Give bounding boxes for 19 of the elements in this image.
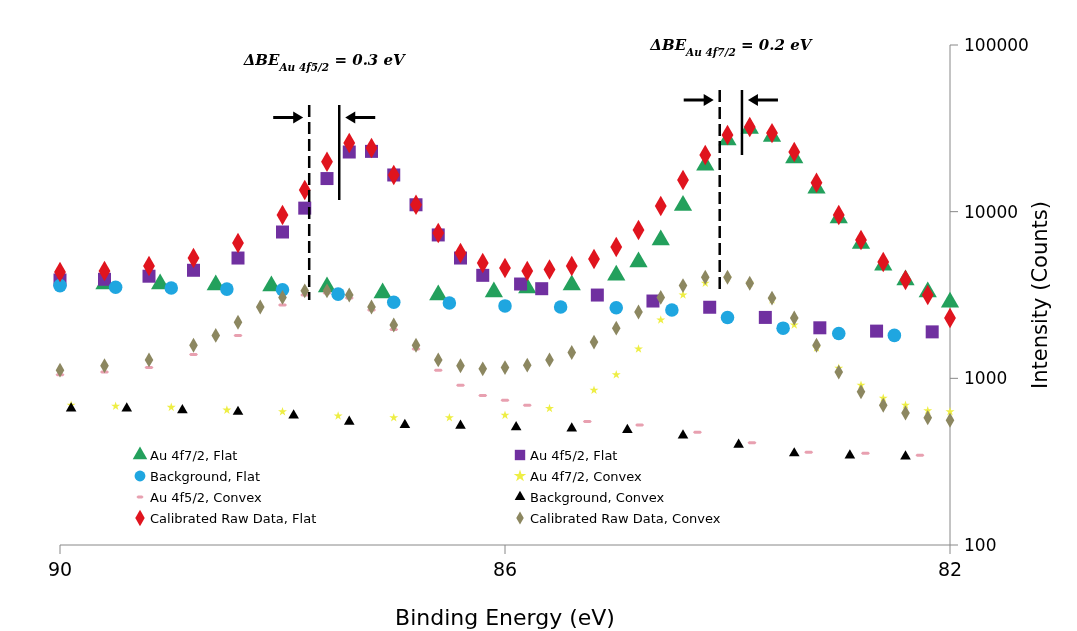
- x-tick-label: 90: [47, 558, 73, 580]
- y-axis-title: Intensity (Counts): [1028, 201, 1052, 389]
- x-tick-label: 82: [937, 558, 963, 580]
- annotation: ΔBE$_{Au 4f5/2}$ = 0.3 eV: [242, 51, 407, 73]
- legend-label: Au 4f7/2, Convex: [530, 469, 643, 484]
- legend-label: Calibrated Raw Data, Convex: [530, 511, 721, 526]
- x-tick-label: 86: [492, 558, 518, 580]
- x-axis-title: Binding Energy (eV): [395, 605, 615, 630]
- y-tick-label: 10000: [964, 201, 1019, 222]
- legend-label: Au 4f7/2, Flat: [150, 448, 238, 463]
- legend-label: Background, Flat: [150, 469, 260, 484]
- y-tick-label: 100: [964, 535, 997, 555]
- legend-label: Au 4f5/2, Convex: [150, 490, 263, 505]
- legend-label: Background, Convex: [530, 490, 665, 505]
- legend-label: Calibrated Raw Data, Flat: [150, 511, 317, 526]
- y-tick-label: 1000: [964, 368, 1008, 389]
- legend-label: Au 4f5/2, Flat: [530, 448, 618, 463]
- y-tick-label: 100000: [964, 35, 1029, 55]
- annotation: ΔBE$_{Au 4f7/2}$ = 0.2 eV: [649, 36, 813, 58]
